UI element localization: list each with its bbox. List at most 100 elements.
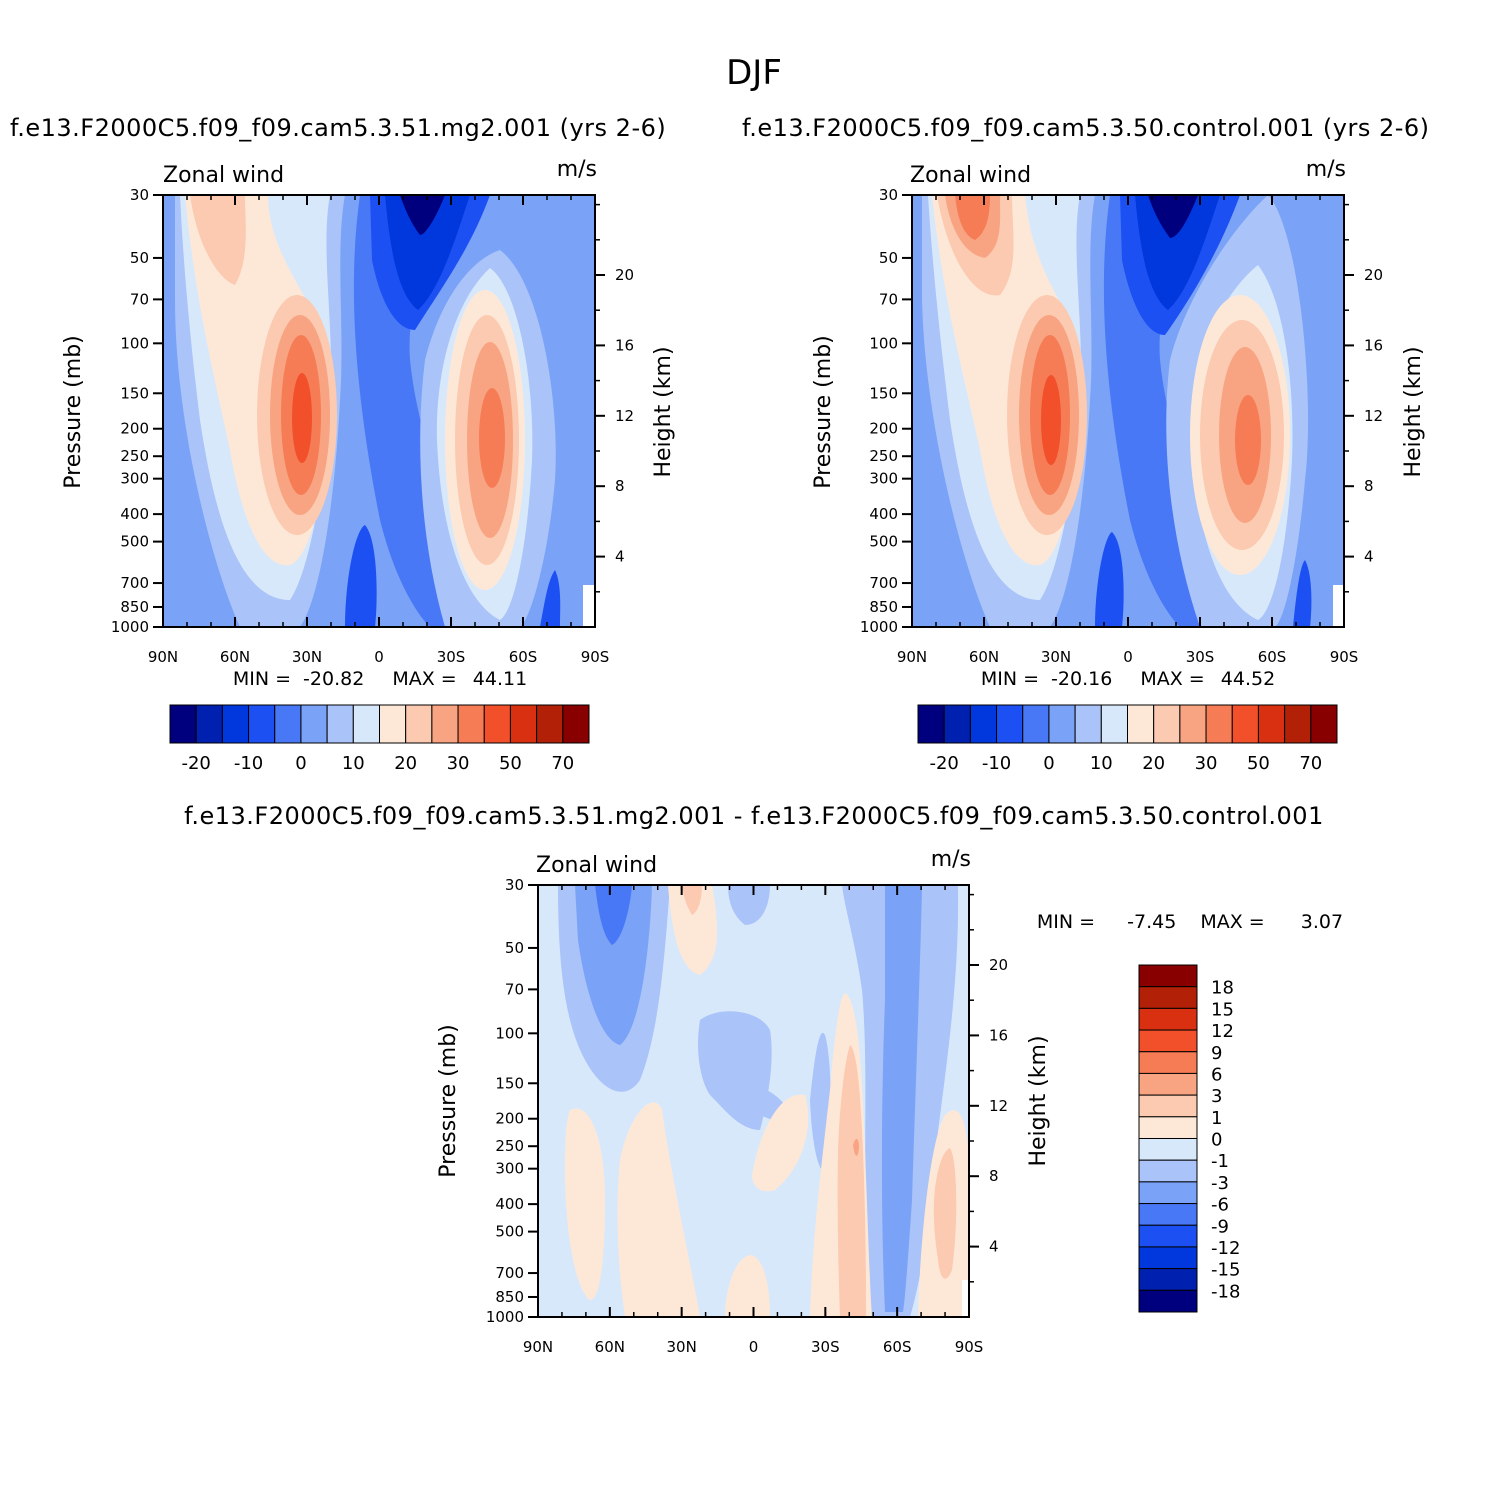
contour-band-neg-north-2 (575, 885, 652, 1045)
x-axis: 90N 60N 30N 0 30S 60S 90S (897, 195, 1358, 666)
colorbar-label: 10 (1090, 753, 1113, 774)
y2-tick-label: 8 (615, 477, 625, 495)
contour-band-pos-eq (725, 1255, 770, 1317)
colorbar-box (1127, 704, 1155, 744)
colorbar: -20 -10 0 10 20 30 50 70 (169, 704, 590, 774)
colorbar-box (562, 704, 590, 744)
y-tick-label: 1000 (860, 618, 898, 636)
units-label: m/s (1306, 157, 1346, 182)
colorbar-label: 50 (1247, 753, 1270, 774)
y2-tick-label: 12 (989, 1097, 1008, 1115)
colorbar-box (300, 704, 328, 744)
contour-band-easterly-min (400, 195, 445, 235)
contour-band-neg-north-3 (595, 885, 632, 945)
contour-band-jetN-3c (955, 195, 990, 240)
colorbar-label: 10 (342, 753, 365, 774)
contour-field (912, 195, 1344, 627)
min-label: MIN = (1037, 911, 1095, 933)
colorbar-label: -20 (929, 753, 958, 774)
colorbar-box (1138, 964, 1198, 988)
x-tick-label: 60N (969, 648, 999, 666)
x-tick-label: 30S (811, 1338, 840, 1356)
colorbar-box (1138, 1072, 1198, 1096)
y-tick-label: 150 (869, 384, 898, 402)
min-max-readout: MIN = -7.45 MAX = 3.07 (1037, 911, 1343, 933)
contour-band-neg-s2-core (881, 885, 922, 1312)
colorbar-box (1138, 1246, 1198, 1270)
max-value: 44.52 (1221, 668, 1275, 690)
y-tick-label: 70 (879, 290, 898, 308)
x-tick-label: 30S (1186, 648, 1215, 666)
x-tick-label: 90S (955, 1338, 984, 1356)
colorbar-box (509, 704, 538, 744)
colorbar-label: 20 (1142, 753, 1165, 774)
colorbar-box (996, 704, 1024, 744)
contour-band-polarS (540, 570, 561, 627)
y-axis-right: 20 16 12 8 4 (1344, 203, 1383, 593)
contour-band-pos-n1 (565, 1108, 605, 1300)
y-tick-label: 500 (120, 533, 149, 551)
colorbar-box (1138, 1116, 1198, 1139)
colorbar-label: -18 (1211, 1281, 1240, 1302)
y2-tick-label: 20 (989, 956, 1008, 974)
y-axis-right: 20 16 12 8 4 (595, 203, 634, 593)
colorbar-label: -10 (982, 753, 1011, 774)
colorbar-box (1231, 704, 1259, 744)
y-tick-label: 30 (130, 186, 149, 204)
x-tick-label: 30N (1041, 648, 1071, 666)
colorbar-box (248, 704, 276, 744)
x-tick-label: 60N (220, 648, 250, 666)
panel-title: f.e13.F2000C5.f09_f09.cam5.3.50.control.… (742, 114, 1430, 142)
colorbar-label: 15 (1211, 999, 1234, 1020)
y-tick-label: 150 (120, 384, 149, 402)
colorbar-box (195, 704, 223, 744)
colorbar-box (1138, 1094, 1198, 1118)
missing-data-mask (1333, 585, 1344, 627)
panel-control: f.e13.F2000C5.f09_f09.cam5.3.50.control.… (742, 114, 1430, 774)
colorbar-box (352, 704, 380, 744)
max-label: MAX = (392, 668, 456, 690)
units-label: m/s (931, 847, 971, 872)
colorbar-box (536, 704, 564, 744)
colorbar: -20 -10 0 10 20 30 50 70 (917, 704, 1338, 774)
colorbar-box (1153, 704, 1181, 744)
y-tick-label: 150 (495, 1074, 524, 1092)
colorbar-box (457, 704, 485, 744)
y-tick-label: 250 (869, 447, 898, 465)
contour-band-jetN-3 (190, 195, 246, 285)
contour-band-easterly-core (385, 195, 470, 310)
contour-band-pos-s2-2 (933, 1148, 957, 1279)
y-tick-label: 100 (495, 1024, 524, 1042)
colorbar-label: 1 (1211, 1108, 1222, 1129)
colorbar-label: 0 (1211, 1130, 1222, 1151)
contour-band-neg-eq-top (728, 885, 770, 925)
min-label: MIN = (981, 668, 1039, 690)
colorbar-box (274, 704, 302, 744)
colorbar-box (221, 704, 250, 744)
y-tick-label: 700 (495, 1264, 524, 1282)
contour-band-jetN-7 (1041, 375, 1061, 465)
colorbar-box (1138, 1029, 1198, 1053)
y2-tick-label: 4 (1364, 548, 1374, 566)
colorbar-box (1138, 1007, 1198, 1031)
y-tick-label: 400 (869, 505, 898, 523)
y-tick-label: 100 (869, 334, 898, 352)
y-tick-label: 500 (495, 1223, 524, 1241)
colorbar-box (1138, 1203, 1198, 1226)
colorbar-box (405, 704, 433, 744)
x-tick-label: 30S (437, 648, 466, 666)
y-tick-label: 200 (120, 420, 149, 438)
y-axis-left: 30 50 70 100 150 200 250 300 400 500 700 850 1000 (860, 186, 912, 636)
y-axis-left: 30 50 70 100 150 200 250 300 400 500 700 850 1000 (111, 186, 163, 636)
x-tick-label: 0 (374, 648, 384, 666)
colorbar-label: -1 (1211, 1151, 1229, 1172)
min-value: -20.16 (1051, 668, 1112, 690)
colorbar-box (483, 704, 511, 744)
colorbar-box (1179, 704, 1207, 744)
y-tick-label: 70 (505, 980, 524, 998)
units-label: m/s (557, 157, 597, 182)
y-tick-label: 50 (130, 249, 149, 267)
contour-band-jetS-5 (1235, 395, 1261, 485)
x-tick-label: 30N (292, 648, 322, 666)
